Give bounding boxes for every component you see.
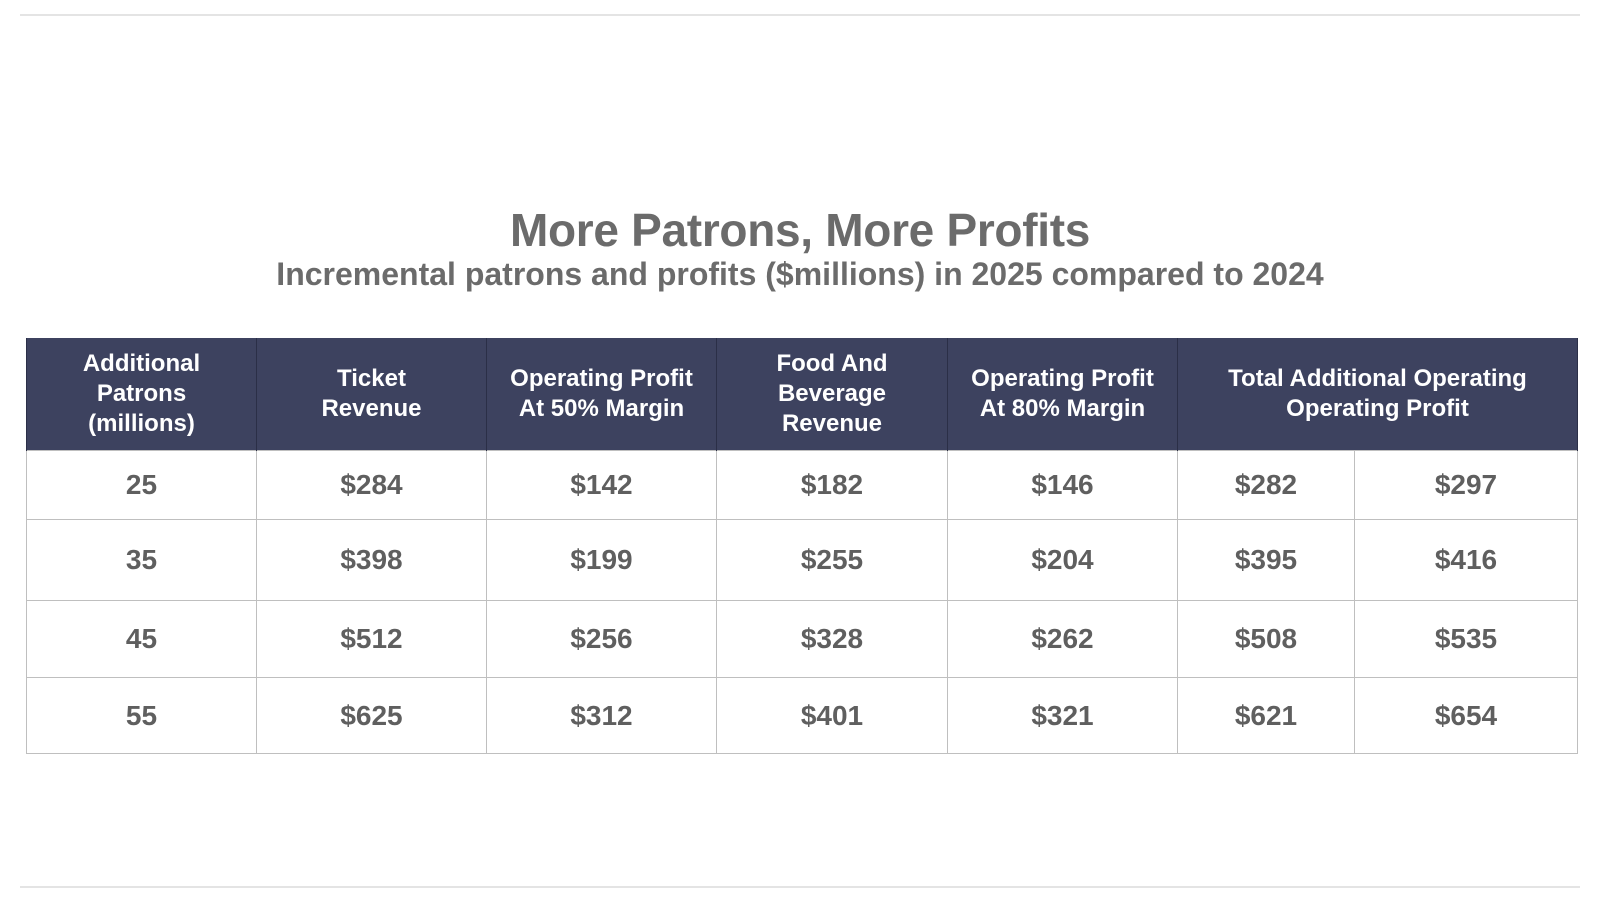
table-cell: $321 xyxy=(947,677,1178,754)
table-cell: 25 xyxy=(26,450,257,520)
table-cell: $255 xyxy=(716,519,948,601)
table-cell: $312 xyxy=(486,677,717,754)
table-cell: $199 xyxy=(486,519,717,601)
header-food-beverage-revenue: Food And Beverage Revenue xyxy=(716,338,948,451)
table-cell: 45 xyxy=(26,600,257,678)
header-operating-profit-80: Operating Profit At 80% Margin xyxy=(947,338,1178,451)
table-cell: $204 xyxy=(947,519,1178,601)
table-cell: $256 xyxy=(486,600,717,678)
table-row: 55 $625 $312 $401 $321 $621 $654 xyxy=(26,677,1578,754)
chart-subtitle: Incremental patrons and profits ($millio… xyxy=(276,256,1324,292)
table-cell: $401 xyxy=(716,677,948,754)
table-row: 45 $512 $256 $328 $262 $508 $535 xyxy=(26,600,1578,678)
table-cell: $328 xyxy=(716,600,948,678)
header-ticket-revenue: Ticket Revenue xyxy=(256,338,487,451)
table-header-row: Additional Patrons (millions) Ticket Rev… xyxy=(26,338,1578,451)
chart-title: More Patrons, More Profits xyxy=(509,204,1091,256)
table-row: 35 $398 $199 $255 $204 $395 $416 xyxy=(26,519,1578,601)
header-operating-profit-50: Operating Profit At 50% Margin xyxy=(486,338,717,451)
header-total-operating-profit: Total Additional Operating Operating Pro… xyxy=(1177,338,1578,451)
top-divider xyxy=(20,14,1580,16)
table-cell: 55 xyxy=(26,677,257,754)
table-cell: $535 xyxy=(1354,600,1578,678)
table-cell: 35 xyxy=(26,519,257,601)
table-cell: $398 xyxy=(256,519,487,601)
header-additional-patrons: Additional Patrons (millions) xyxy=(26,338,257,451)
table-cell: $284 xyxy=(256,450,487,520)
bottom-divider xyxy=(20,886,1580,888)
table-cell: $182 xyxy=(716,450,948,520)
table-cell: $508 xyxy=(1177,600,1355,678)
table-cell: $262 xyxy=(947,600,1178,678)
table-cell: $625 xyxy=(256,677,487,754)
profit-table: Additional Patrons (millions) Ticket Rev… xyxy=(26,338,1578,754)
table-cell: $395 xyxy=(1177,519,1355,601)
table-row: 25 $284 $142 $182 $146 $282 $297 xyxy=(26,450,1578,520)
table-cell: $142 xyxy=(486,450,717,520)
table-cell: $654 xyxy=(1354,677,1578,754)
table-cell: $512 xyxy=(256,600,487,678)
table-cell: $282 xyxy=(1177,450,1355,520)
table-cell: $146 xyxy=(947,450,1178,520)
table-cell: $621 xyxy=(1177,677,1355,754)
table-cell: $297 xyxy=(1354,450,1578,520)
table-cell: $416 xyxy=(1354,519,1578,601)
